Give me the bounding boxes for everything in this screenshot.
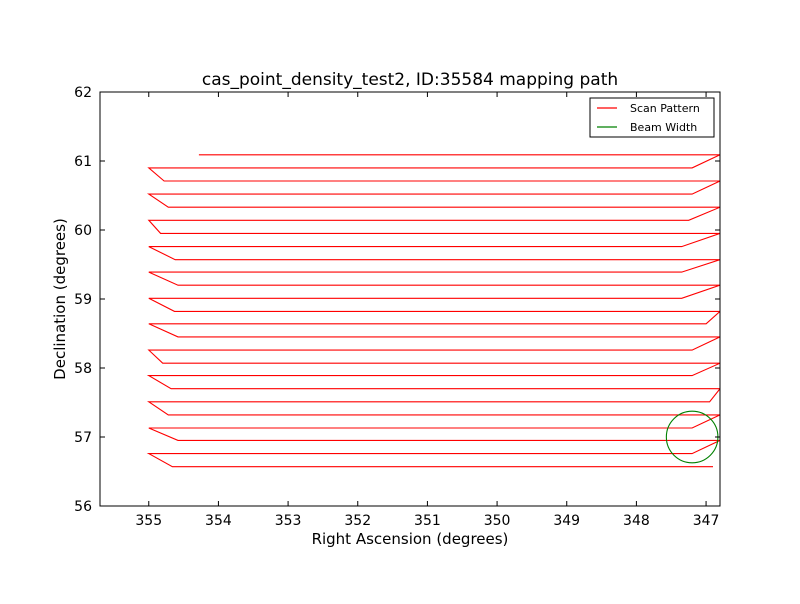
x-tick-label: 351 — [414, 513, 441, 529]
x-tick-label: 355 — [135, 513, 162, 529]
legend-label-scan-pattern: Scan Pattern — [630, 102, 700, 115]
x-tick-label: 353 — [275, 513, 302, 529]
legend-box — [589, 97, 715, 138]
legend: Scan Pattern Beam Width — [589, 97, 715, 138]
x-axis: 355 354 353 352 351 350 349 348 347 — [135, 92, 719, 529]
x-tick-label: 349 — [553, 513, 580, 529]
x-tick-label: 348 — [623, 513, 650, 529]
y-axis: 56 57 58 59 60 61 62 — [74, 85, 720, 515]
x-tick-label: 347 — [693, 513, 720, 529]
chart-title: cas_point_density_test2, ID:35584 mappin… — [202, 70, 618, 90]
y-tick-label: 56 — [74, 499, 92, 515]
scan-pattern-line — [146, 154, 720, 468]
x-tick-label: 354 — [205, 513, 232, 529]
y-tick-label: 62 — [74, 85, 92, 101]
x-axis-label: Right Ascension (degrees) — [312, 530, 509, 548]
x-tick-label: 350 — [484, 513, 511, 529]
x-tick-label: 352 — [344, 513, 371, 529]
y-tick-label: 57 — [74, 430, 92, 446]
legend-label-beam-width: Beam Width — [630, 121, 697, 134]
y-axis-label: Declination (degrees) — [51, 218, 69, 380]
y-tick-label: 58 — [74, 361, 92, 377]
y-tick-label: 60 — [74, 223, 92, 239]
y-tick-label: 59 — [74, 292, 92, 308]
y-tick-label: 61 — [74, 154, 92, 170]
